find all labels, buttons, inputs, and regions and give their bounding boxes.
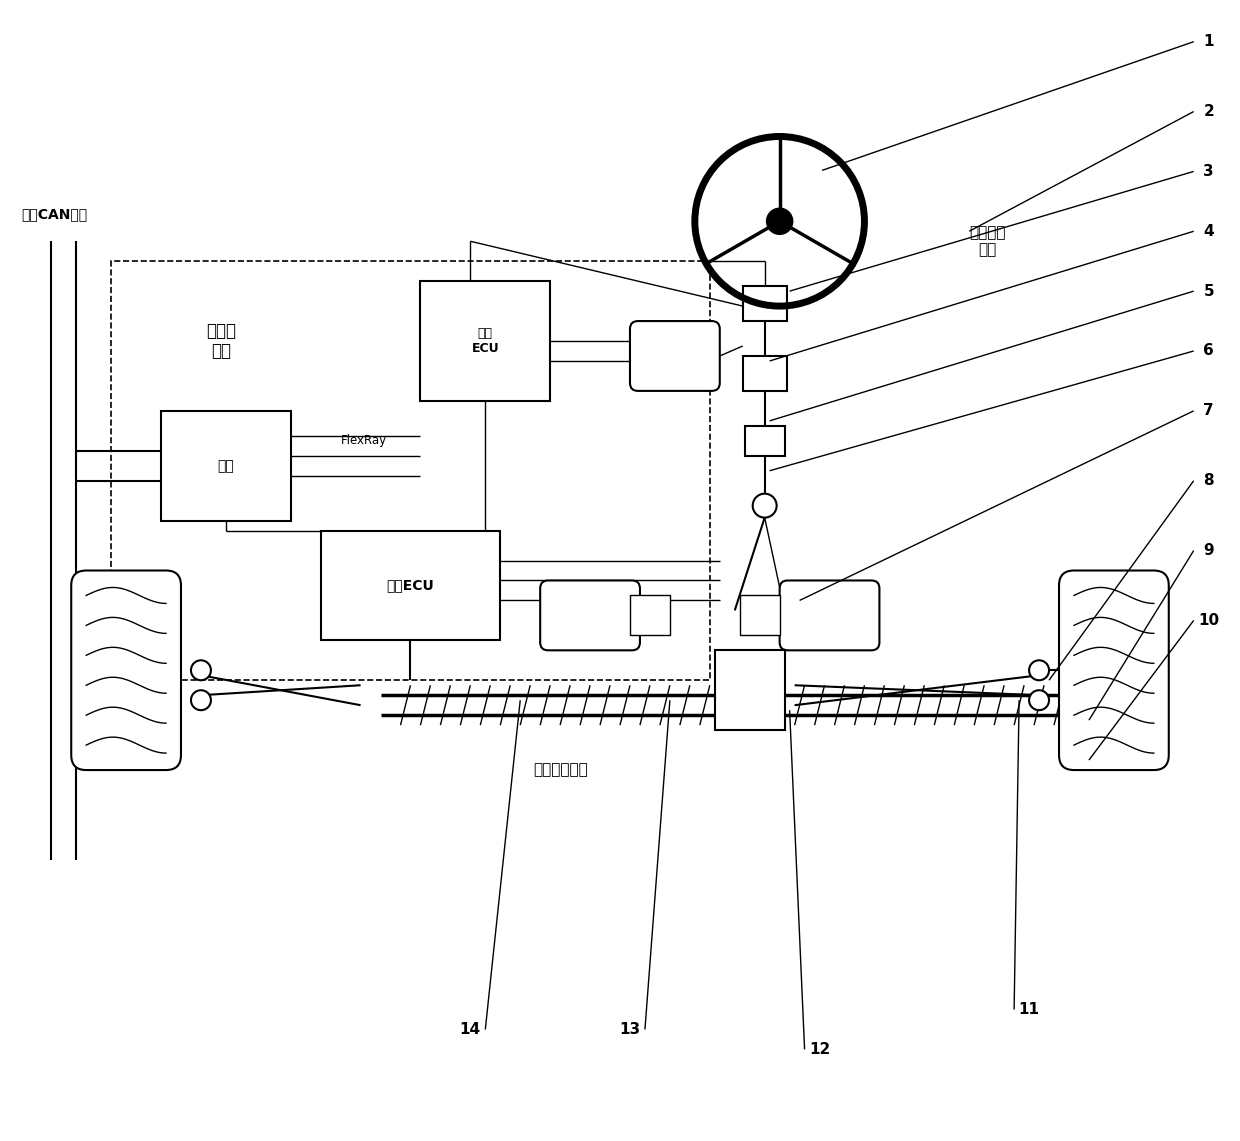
FancyBboxPatch shape <box>541 581 640 650</box>
FancyBboxPatch shape <box>743 356 786 391</box>
Text: 路感
ECU: 路感 ECU <box>471 327 500 355</box>
Text: 5: 5 <box>1203 284 1214 299</box>
FancyBboxPatch shape <box>745 426 785 455</box>
Text: 11: 11 <box>1018 1002 1039 1017</box>
FancyBboxPatch shape <box>714 650 785 730</box>
Circle shape <box>191 661 211 680</box>
FancyBboxPatch shape <box>780 581 879 650</box>
Circle shape <box>1029 661 1049 680</box>
Text: 7: 7 <box>1203 404 1214 419</box>
FancyBboxPatch shape <box>112 261 709 680</box>
Text: 转向操纵
模块: 转向操纵 模块 <box>970 225 1006 258</box>
Text: FlexRay: FlexRay <box>341 435 387 447</box>
FancyBboxPatch shape <box>71 570 181 770</box>
FancyBboxPatch shape <box>321 531 500 640</box>
FancyBboxPatch shape <box>630 596 670 636</box>
Text: 执行ECU: 执行ECU <box>387 578 434 592</box>
FancyBboxPatch shape <box>420 281 551 400</box>
Text: 14: 14 <box>460 1022 481 1037</box>
Text: 12: 12 <box>808 1042 830 1057</box>
Circle shape <box>753 494 776 518</box>
Text: 6: 6 <box>1203 343 1214 358</box>
Text: 整车CAN总线: 整车CAN总线 <box>21 208 88 221</box>
FancyBboxPatch shape <box>161 411 290 520</box>
Text: 转向执行模块: 转向执行模块 <box>533 762 588 777</box>
Text: 9: 9 <box>1203 543 1214 558</box>
Text: 控制器
模块: 控制器 模块 <box>206 322 236 361</box>
FancyBboxPatch shape <box>630 321 719 391</box>
Text: 10: 10 <box>1198 613 1219 628</box>
FancyBboxPatch shape <box>740 596 780 636</box>
Text: 8: 8 <box>1203 474 1214 488</box>
Text: 1: 1 <box>1204 34 1214 49</box>
Text: 网关: 网关 <box>217 459 234 472</box>
Circle shape <box>191 690 211 710</box>
Text: 2: 2 <box>1203 104 1214 119</box>
Text: 4: 4 <box>1203 224 1214 238</box>
Circle shape <box>766 209 792 234</box>
Text: 3: 3 <box>1203 164 1214 179</box>
Circle shape <box>1029 690 1049 710</box>
FancyBboxPatch shape <box>1059 570 1169 770</box>
Text: 13: 13 <box>620 1022 641 1037</box>
FancyBboxPatch shape <box>743 286 786 321</box>
